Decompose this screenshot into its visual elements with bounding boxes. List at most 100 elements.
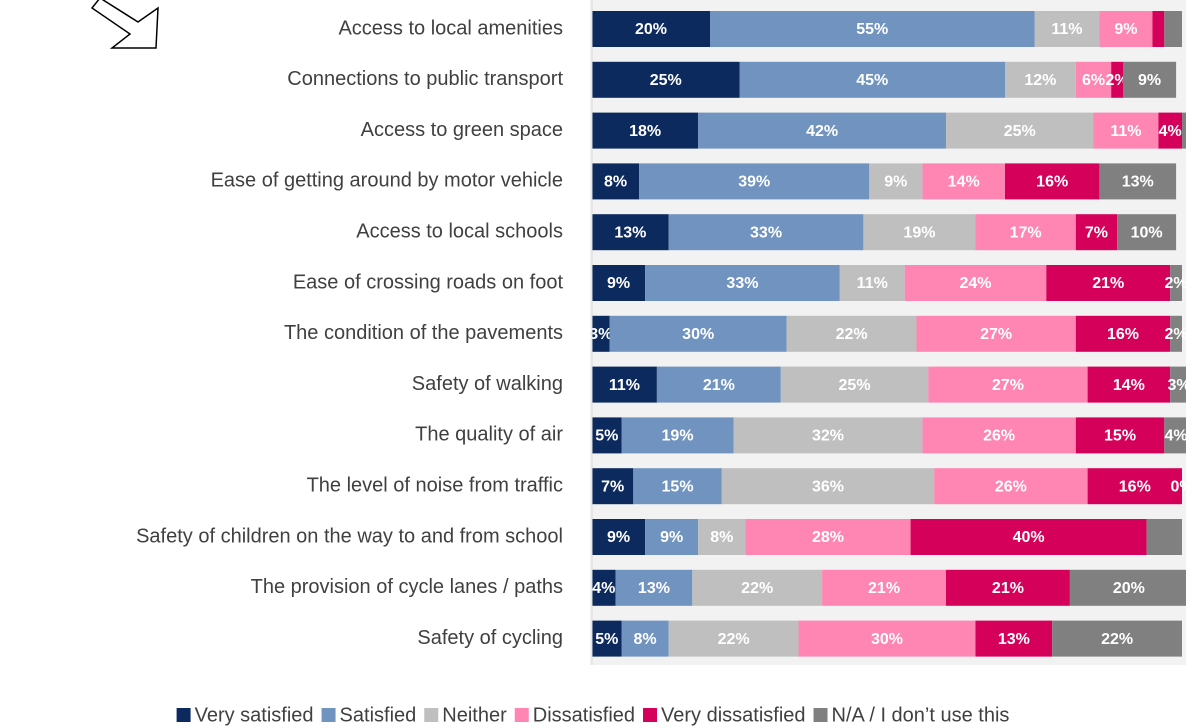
bar-segment: [592, 11, 710, 47]
bar-segment: [1117, 214, 1177, 251]
value-label: 13%: [998, 631, 1030, 648]
bar-segment: [692, 569, 823, 606]
bar-segment: [668, 620, 799, 657]
value-label: 25%: [650, 72, 682, 89]
category-label: Ease of crossing roads on foot: [293, 271, 564, 293]
bar-segment: [656, 366, 781, 403]
bar-segment: [645, 519, 699, 555]
category-label: The quality of air: [415, 424, 563, 446]
value-label: 9%: [607, 275, 630, 292]
bar-segment: [1170, 265, 1182, 301]
bar-segment: [1069, 569, 1186, 606]
bar-segment: [1005, 163, 1100, 200]
bar-segment: [934, 468, 1088, 505]
value-label: 2%: [1165, 275, 1186, 292]
bar-segment: [609, 315, 787, 352]
bar-segment: [839, 265, 905, 301]
legend-swatch: [321, 708, 336, 722]
value-label: 22%: [1101, 631, 1133, 648]
value-label: 24%: [959, 275, 991, 292]
bar-segment: [869, 163, 923, 200]
value-label: 32%: [812, 428, 844, 445]
value-label: 11%: [609, 377, 640, 394]
value-label: 30%: [871, 631, 903, 648]
value-label: 9%: [1138, 72, 1161, 89]
value-label: 5%: [595, 631, 618, 648]
value-label: 16%: [1119, 478, 1151, 495]
category-label: Access to local schools: [356, 220, 563, 242]
bar-segment: [633, 468, 722, 505]
bar-segment: [1075, 417, 1165, 454]
bar-segment: [1123, 61, 1177, 98]
legend-swatch: [424, 708, 439, 722]
legend-label: Satisfied: [340, 704, 417, 726]
bar-segment: [592, 366, 657, 403]
category-label: Safety of cycling: [417, 627, 563, 649]
legend-label: Very dissatisfied: [661, 704, 806, 726]
value-label: 0%: [1170, 478, 1186, 495]
bar-segment: [1170, 315, 1182, 352]
bar-segment: [1075, 61, 1112, 98]
value-label: 8%: [604, 174, 627, 191]
bar-segment: [922, 163, 1005, 200]
value-label: 40%: [1013, 529, 1045, 546]
bar-segment: [615, 569, 693, 606]
bar-segment: [592, 519, 646, 555]
bar-segment: [1087, 468, 1182, 505]
bar-segment: [745, 519, 911, 555]
value-label: 21%: [868, 580, 900, 597]
value-label: 21%: [703, 377, 735, 394]
value-label: 30%: [682, 326, 714, 343]
bar-segment: [592, 265, 646, 301]
value-label: 33%: [726, 275, 758, 292]
value-label: 13%: [614, 224, 646, 241]
bar-segment: [1093, 112, 1159, 149]
category-label: Safety of walking: [412, 373, 563, 395]
value-label: 20%: [1113, 580, 1145, 597]
value-label: 55%: [856, 21, 888, 38]
category-label: Access to green space: [361, 119, 563, 141]
value-label: 22%: [836, 326, 868, 343]
arrow-icon: [90, 0, 159, 49]
value-label: 9%: [1114, 21, 1137, 38]
value-label: 3%: [589, 326, 612, 343]
legend-swatch: [514, 708, 529, 722]
bar-segment: [1005, 61, 1076, 98]
category-label: Ease of getting around by motor vehicle: [211, 170, 563, 192]
value-label: 4%: [1159, 123, 1182, 140]
value-label: 4%: [1165, 428, 1186, 445]
bar-segment: [928, 366, 1088, 403]
legend-label: Neither: [442, 704, 507, 726]
value-label: 14%: [1113, 377, 1145, 394]
value-label: 26%: [983, 428, 1015, 445]
bar-segment: [733, 417, 923, 454]
bar-segment: [1087, 366, 1171, 403]
bar-segment: [645, 265, 840, 301]
value-label: 8%: [634, 631, 657, 648]
bar-segment: [1158, 112, 1182, 149]
bar-segment: [592, 61, 740, 98]
bars: Access to local amenities 20% 55% 11% 9% Conn…: [136, 0, 1186, 665]
bar-segment: [1152, 11, 1165, 47]
value-label: 19%: [662, 428, 694, 445]
bar-segment: [698, 112, 946, 149]
value-label: 9%: [884, 174, 907, 191]
bar-segment: [1099, 11, 1153, 47]
bar-segment: [698, 519, 746, 555]
bar-segment: [592, 417, 622, 454]
bar-segment: [910, 519, 1147, 555]
value-label: 25%: [1004, 123, 1036, 140]
bar-segment: [668, 214, 864, 251]
bar-segment: [1075, 315, 1171, 352]
value-label: 9%: [607, 529, 630, 546]
value-label: 17%: [1010, 224, 1042, 241]
bar-segment: [592, 315, 610, 352]
bar-segment: [621, 620, 669, 657]
category-label: Safety of children on the way to and fro…: [136, 525, 563, 547]
value-label: 21%: [1092, 275, 1124, 292]
bar-segment: [1052, 620, 1182, 657]
legend-label: N/A / I don’t use this: [832, 704, 1010, 726]
bar-segment: [710, 11, 1035, 47]
bar-segment: [621, 417, 734, 454]
